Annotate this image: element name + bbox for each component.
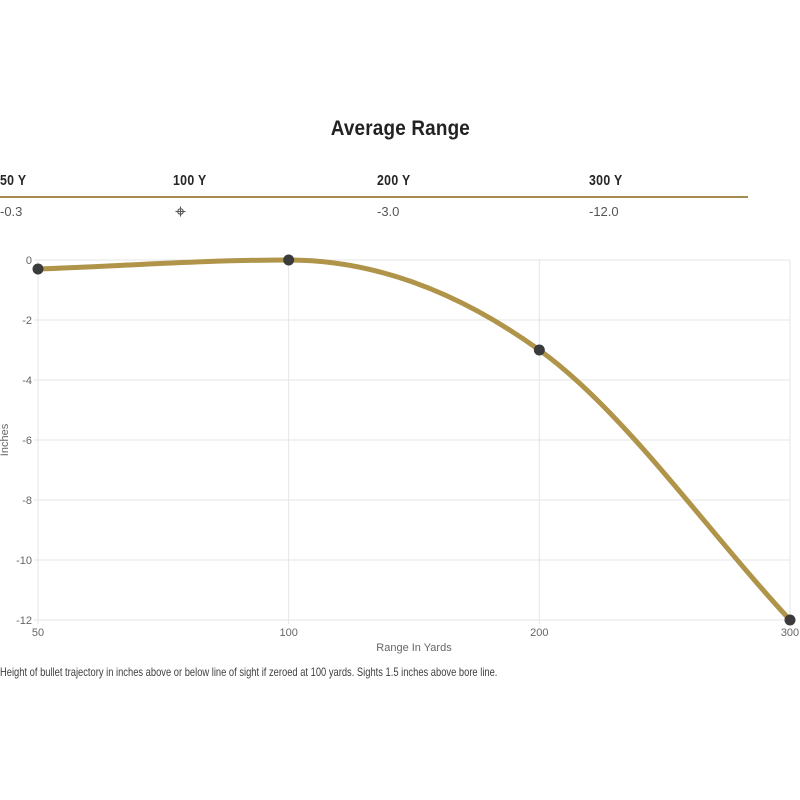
summary-col-value: -0.3 [0, 204, 23, 219]
y-tick-label: -10 [16, 555, 32, 567]
summary-col-value: -3.0 [377, 204, 400, 219]
summary-divider [0, 196, 748, 198]
x-tick-label: 200 [530, 627, 548, 639]
data-point-200yd[interactable] [533, 344, 545, 356]
data-point-300yd[interactable] [784, 614, 796, 626]
y-tick-label: -8 [22, 495, 32, 507]
data-point-50yd[interactable] [32, 263, 44, 275]
trajectory-line [35, 257, 793, 623]
summary-table: 50 Y -0.3 100 Y 200 Y -3.0 300 Y -12.0 [0, 172, 750, 228]
summary-col-label: 300 Y [589, 172, 623, 189]
footnote: Height of bullet trajectory in inches ab… [0, 665, 498, 679]
crosshair-icon [175, 206, 186, 217]
y-tick-label: -6 [22, 435, 32, 447]
x-tick-label: 300 [781, 627, 799, 639]
summary-col-value: -12.0 [589, 204, 619, 219]
x-axis-title: Range In Yards [376, 642, 452, 654]
page-title-row: Average Range [0, 117, 800, 141]
data-point-100yd[interactable] [283, 254, 295, 266]
summary-col-value [173, 204, 186, 217]
summary-col-label: 100 Y [173, 172, 207, 189]
x-tick-label: 50 [32, 627, 44, 639]
y-tick-label: -4 [22, 375, 32, 387]
summary-col-50y: 50 Y -0.3 [0, 172, 32, 219]
y-tick-label: -12 [16, 615, 32, 627]
summary-col-200y: 200 Y -3.0 [377, 172, 418, 219]
y-tick-label: 0 [26, 255, 32, 267]
summary-col-label: 200 Y [377, 172, 411, 189]
summary-col-300y: 300 Y -12.0 [589, 172, 630, 219]
summary-col-100y: 100 Y [173, 172, 214, 217]
y-axis-title: Inches [0, 423, 11, 456]
summary-col-label: 50 Y [0, 172, 27, 189]
x-tick-label: 100 [279, 627, 297, 639]
page-title: Average Range [330, 117, 470, 140]
y-tick-label: -2 [22, 315, 32, 327]
